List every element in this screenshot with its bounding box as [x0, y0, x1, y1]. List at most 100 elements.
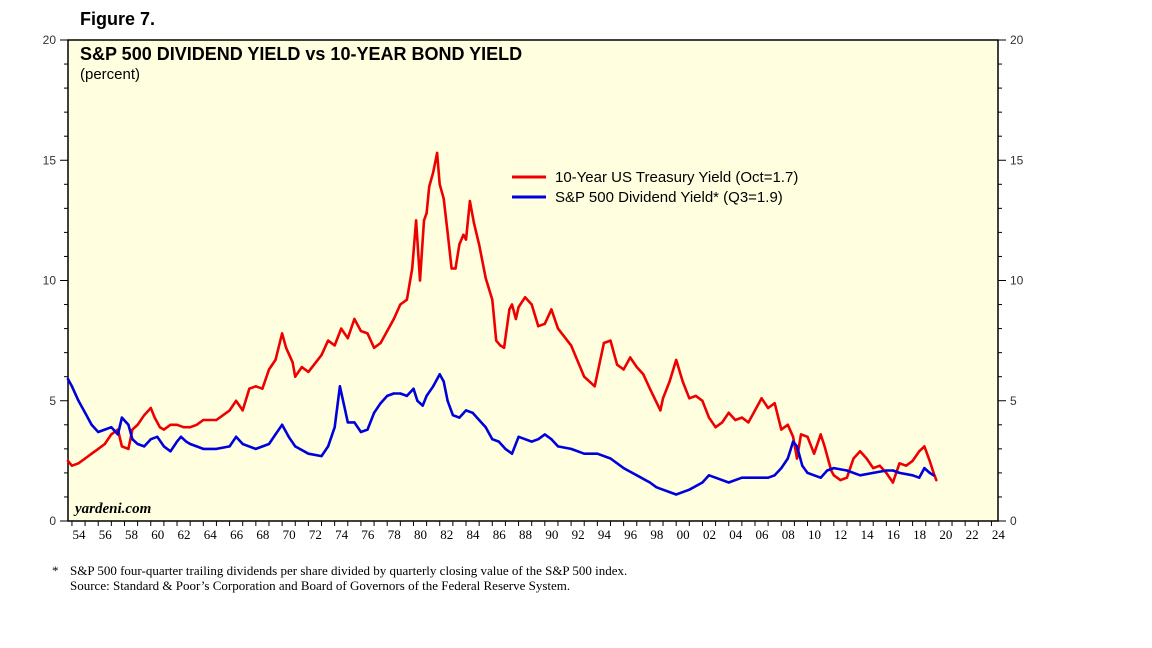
data-point-treasury — [399, 303, 402, 306]
data-point-dividend — [392, 392, 395, 395]
data-point-dividend — [491, 438, 494, 441]
data-point-treasury — [169, 423, 172, 426]
data-point-dividend — [372, 411, 376, 414]
data-point-treasury — [602, 341, 606, 345]
data-point-dividend — [928, 471, 931, 475]
data-point-treasury — [414, 219, 418, 222]
x-tick-label: 72 — [309, 527, 322, 542]
data-point-dividend — [780, 466, 783, 470]
data-point-dividend — [543, 433, 546, 436]
data-point-treasury — [422, 219, 426, 222]
x-tick-label: 02 — [703, 527, 716, 542]
data-point-treasury — [635, 365, 638, 369]
data-point-treasury — [508, 308, 511, 311]
data-point-dividend — [346, 421, 349, 424]
data-point-treasury — [83, 457, 87, 460]
data-point-dividend — [195, 445, 198, 448]
data-point-dividend — [510, 452, 514, 455]
data-point-treasury — [392, 317, 395, 321]
data-point-treasury — [707, 416, 711, 419]
data-point-dividend — [274, 433, 277, 436]
legend-label-treasury: 10-Year US Treasury Yield (Oct=1.7) — [555, 169, 798, 186]
data-point-dividend — [202, 447, 205, 451]
data-point-dividend — [446, 399, 449, 402]
series-treasury — [66, 151, 938, 484]
data-point-dividend — [405, 394, 409, 398]
footnote-marker: * — [52, 563, 59, 578]
data-point-dividend — [131, 438, 134, 441]
data-point-dividend — [464, 409, 468, 412]
data-point-treasury — [484, 276, 487, 280]
data-point-treasury — [261, 387, 264, 390]
data-point-dividend — [932, 474, 935, 477]
data-point-treasury — [103, 442, 107, 446]
data-point-dividend — [832, 466, 835, 470]
x-tick-label: 82 — [440, 527, 453, 542]
data-point-dividend — [127, 423, 130, 426]
data-point-dividend — [537, 438, 540, 441]
data-point-treasury — [832, 474, 835, 477]
x-tick-label: 12 — [834, 527, 847, 542]
data-point-dividend — [911, 474, 914, 477]
data-point-dividend — [826, 469, 829, 472]
data-point-dividend — [185, 440, 188, 443]
data-point-dividend — [234, 435, 238, 438]
data-point-treasury — [795, 457, 799, 460]
data-point-treasury — [629, 356, 632, 359]
data-point-treasury — [464, 238, 468, 241]
data-point-treasury — [411, 267, 414, 270]
y-tick-label-right: 10 — [1010, 274, 1024, 288]
data-point-dividend — [569, 447, 573, 451]
data-point-treasury — [918, 450, 921, 453]
x-tick-label: 94 — [598, 527, 612, 542]
data-point-treasury — [491, 298, 494, 301]
x-tick-label: 04 — [729, 527, 743, 542]
data-point-treasury — [622, 368, 625, 371]
data-point-treasury — [904, 464, 908, 467]
data-point-treasury — [468, 199, 472, 203]
data-point-treasury — [845, 476, 849, 479]
data-point-dividend — [379, 402, 382, 405]
data-point-treasury — [432, 171, 435, 174]
data-point-treasury — [812, 452, 816, 455]
data-point-treasury — [569, 344, 573, 347]
data-point-dividend — [425, 394, 428, 398]
x-tick-label: 68 — [256, 527, 269, 542]
data-point-dividend — [143, 445, 146, 448]
data-point-dividend — [70, 385, 74, 388]
data-point-treasury — [583, 375, 586, 378]
data-point-treasury — [127, 447, 130, 451]
data-point-treasury — [648, 387, 652, 390]
data-point-treasury — [714, 426, 717, 429]
data-point-treasury — [642, 373, 645, 376]
data-point-dividend — [517, 435, 520, 438]
data-point-dividend — [97, 430, 100, 434]
data-point-dividend — [412, 387, 415, 390]
data-point-treasury — [97, 447, 100, 451]
data-point-treasury — [727, 411, 730, 414]
data-point-treasury — [274, 358, 277, 362]
data-point-treasury — [267, 368, 271, 371]
data-point-treasury — [66, 459, 70, 463]
data-point-treasury — [405, 298, 409, 301]
data-point-dividend — [66, 377, 70, 381]
data-point-treasury — [898, 462, 901, 465]
data-point-dividend — [885, 469, 888, 472]
data-point-dividend — [701, 481, 704, 484]
data-point-dividend — [162, 445, 166, 448]
data-point-dividend — [287, 435, 290, 438]
data-point-treasury — [675, 358, 678, 362]
y-tick-label-right: 0 — [1010, 514, 1017, 528]
data-point-treasury — [284, 346, 288, 349]
data-point-dividend — [267, 442, 271, 446]
data-point-treasury — [462, 233, 465, 236]
data-point-treasury — [872, 466, 875, 470]
data-point-treasury — [773, 402, 776, 405]
data-point-treasury — [530, 303, 533, 306]
data-point-treasury — [366, 332, 369, 335]
data-point-dividend — [179, 435, 183, 438]
data-point-treasury — [428, 185, 431, 188]
chart-credit: yardeni.com — [73, 501, 151, 517]
data-point-treasury — [195, 423, 198, 426]
data-point-treasury — [734, 418, 737, 422]
